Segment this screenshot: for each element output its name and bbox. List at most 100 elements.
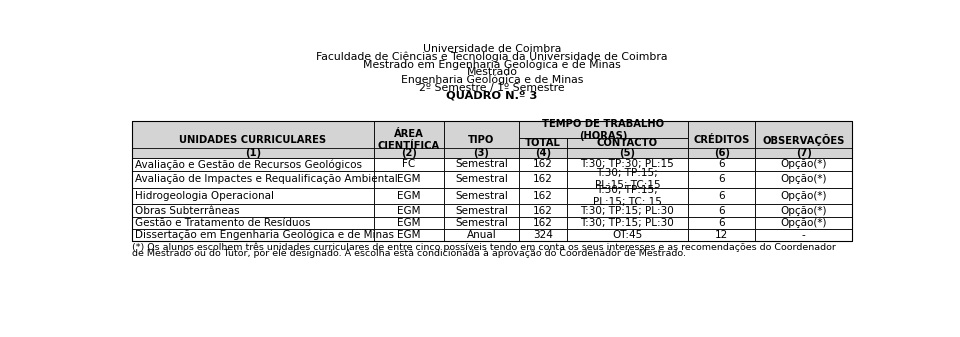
Bar [444,205,519,217]
Text: (6): (6) [713,148,730,158]
Text: Anual: Anual [467,230,496,240]
Bar [373,217,444,229]
Bar [688,121,756,158]
Bar [519,171,566,187]
Bar [519,217,566,229]
Bar [373,148,444,158]
Bar [519,158,566,171]
Bar [566,217,688,229]
Text: OBSERVAÇÕES: OBSERVAÇÕES [762,134,845,146]
Bar [132,205,373,217]
Text: 162: 162 [533,191,553,201]
Bar [373,158,444,171]
Text: Mestrado: Mestrado [467,67,517,77]
Bar [444,229,519,241]
Bar [444,158,519,171]
Bar [132,229,373,241]
Text: QUADRO N.º 3: QUADRO N.º 3 [446,91,538,101]
Bar [756,148,852,158]
Text: Obras Subterrâneas: Obras Subterrâneas [135,206,240,216]
Text: 162: 162 [533,206,553,216]
Bar [132,121,852,241]
Text: Semestral: Semestral [455,191,508,201]
Text: EGM: EGM [397,206,420,216]
Text: T:30; TP:15; PL:30: T:30; TP:15; PL:30 [581,206,674,216]
Text: Opção(*): Opção(*) [780,191,827,201]
Text: Faculdade de Ciências e Tecnologia da Universidade de Coimbra: Faculdade de Ciências e Tecnologia da Un… [316,51,668,62]
Bar [519,148,566,158]
Bar [566,187,688,205]
Text: 2º Semestre / 1º Semestre: 2º Semestre / 1º Semestre [420,83,564,93]
Text: 6: 6 [718,206,725,216]
Bar [756,205,852,217]
Bar [519,187,566,205]
Bar [373,229,444,241]
Text: Semestral: Semestral [455,206,508,216]
Bar [519,121,688,138]
Bar [756,217,852,229]
Bar [444,171,519,187]
Text: 162: 162 [533,174,553,184]
Text: 162: 162 [533,159,553,170]
Text: Universidade de Coimbra: Universidade de Coimbra [422,43,562,54]
Bar [519,205,566,217]
Text: (3): (3) [473,148,490,158]
Text: FC: FC [402,159,416,170]
Text: UNIDADES CURRICULARES: UNIDADES CURRICULARES [180,135,326,145]
Bar [132,121,373,158]
Text: Dissertação em Engenharia Geológica e de Minas: Dissertação em Engenharia Geológica e de… [135,230,394,241]
Text: TEMPO DE TRABALHO
(HORAS): TEMPO DE TRABALHO (HORAS) [542,119,664,141]
Bar [688,229,756,241]
Bar [566,171,688,187]
Text: (1): (1) [245,148,261,158]
Bar [444,187,519,205]
Text: Semestral: Semestral [455,174,508,184]
Text: 6: 6 [718,191,725,201]
Text: Hidrogeologia Operacional: Hidrogeologia Operacional [135,191,274,201]
Text: Engenharia Geológica e de Minas: Engenharia Geológica e de Minas [401,75,583,86]
Text: Semestral: Semestral [455,159,508,170]
Bar [132,171,373,187]
Bar [132,148,373,158]
Bar [132,158,373,171]
Bar [444,121,519,158]
Bar [756,121,852,158]
Bar [132,217,373,229]
Text: T:30; TP:15; PL:30: T:30; TP:15; PL:30 [581,218,674,228]
Text: 12: 12 [715,230,729,240]
Bar [444,148,519,158]
Text: Avaliação de Impactes e Requalificação Ambiental: Avaliação de Impactes e Requalificação A… [135,174,397,184]
Bar [132,187,373,205]
Bar [756,229,852,241]
Text: Opção(*): Opção(*) [780,174,827,184]
Text: Opção(*): Opção(*) [780,206,827,216]
Bar [688,187,756,205]
Text: Avaliação e Gestão de Recursos Geológicos: Avaliação e Gestão de Recursos Geológico… [135,159,362,170]
Text: (*) Os alunos escolhem três unidades curriculares de entre cinco possíveis tendo: (*) Os alunos escolhem três unidades cur… [132,243,836,252]
Text: Semestral: Semestral [455,218,508,228]
Text: 6: 6 [718,218,725,228]
Bar [519,229,566,241]
Bar [566,205,688,217]
Bar [373,187,444,205]
Text: TOTAL: TOTAL [525,138,561,148]
Bar [688,205,756,217]
Text: TIPO: TIPO [468,135,494,145]
Text: (4): (4) [535,148,551,158]
Bar [688,171,756,187]
Text: EGM: EGM [397,191,420,201]
Text: T:30; TP:30; PL:15: T:30; TP:30; PL:15 [581,159,674,170]
Bar [566,229,688,241]
Bar [373,121,444,158]
Bar [566,158,688,171]
Text: 162: 162 [533,218,553,228]
Bar [688,158,756,171]
Text: EGM: EGM [397,174,420,184]
Bar [756,187,852,205]
Text: T:30; TP:15;
PL:15; TC:15: T:30; TP:15; PL:15; TC:15 [594,168,660,190]
Bar [373,171,444,187]
Bar [756,158,852,171]
Text: EGM: EGM [397,218,420,228]
Text: (2): (2) [401,148,417,158]
Text: Opção(*): Opção(*) [780,218,827,228]
